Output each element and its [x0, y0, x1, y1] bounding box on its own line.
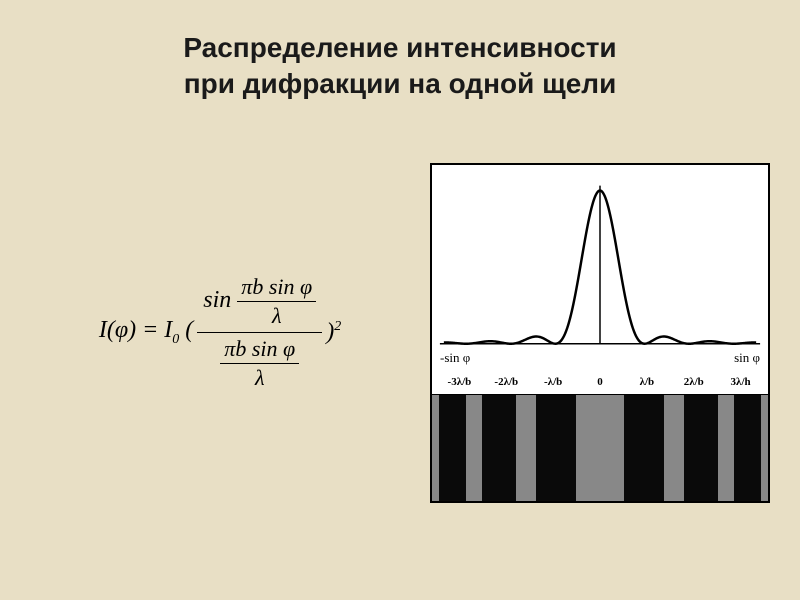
fringe-band	[684, 395, 718, 501]
axis-left-label: -sin φ	[440, 350, 470, 366]
intensity-plot: -sin φ sin φ -3λ/b -2λ/b -λ/b 0 λ/b 2λ/b…	[432, 165, 768, 395]
formula-numerator: sin πb sin φ λ	[197, 271, 322, 332]
tick-5: 2λ/b	[670, 376, 717, 388]
tick-4: λ/b	[623, 376, 670, 388]
formula-main-fraction: sin πb sin φ λ πb sin φ λ	[197, 271, 322, 394]
tick-0: -3λ/b	[436, 376, 483, 388]
fringe-band	[536, 395, 576, 501]
axis-direction-labels: -sin φ sin φ	[432, 350, 768, 366]
x-tick-labels: -3λ/b -2λ/b -λ/b 0 λ/b 2λ/b 3λ/h	[432, 376, 768, 388]
axis-right-label: sin φ	[734, 350, 760, 366]
title-line-2: при дифракции на одной щели	[184, 68, 617, 99]
tick-1: -2λ/b	[483, 376, 530, 388]
slide-title: Распределение интенсивности при дифракци…	[0, 0, 800, 123]
fringe-band	[734, 395, 761, 501]
intensity-formula: I(φ) = I0 ( sin πb sin φ λ πb sin φ λ )2	[30, 271, 410, 394]
title-line-1: Распределение интенсивности	[183, 32, 616, 63]
formula-inner-frac-bottom: πb sin φ λ	[220, 335, 299, 392]
fringe-band	[624, 395, 664, 501]
tick-2: -λ/b	[530, 376, 577, 388]
tick-3: 0	[577, 376, 624, 388]
fringe-band	[482, 395, 516, 501]
diffraction-figure: -sin φ sin φ -3λ/b -2λ/b -λ/b 0 λ/b 2λ/b…	[430, 163, 770, 503]
content-row: I(φ) = I0 ( sin πb sin φ λ πb sin φ λ )2	[0, 123, 800, 543]
formula-close: )2	[326, 319, 341, 346]
fringe-band	[439, 395, 466, 501]
fringe-pattern	[432, 395, 768, 501]
formula-inner-frac-top: πb sin φ λ	[237, 273, 316, 330]
formula-lhs: I(φ) = I0 (	[99, 317, 193, 348]
formula-denominator: πb sin φ λ	[214, 333, 305, 394]
tick-6: 3λ/h	[717, 376, 764, 388]
